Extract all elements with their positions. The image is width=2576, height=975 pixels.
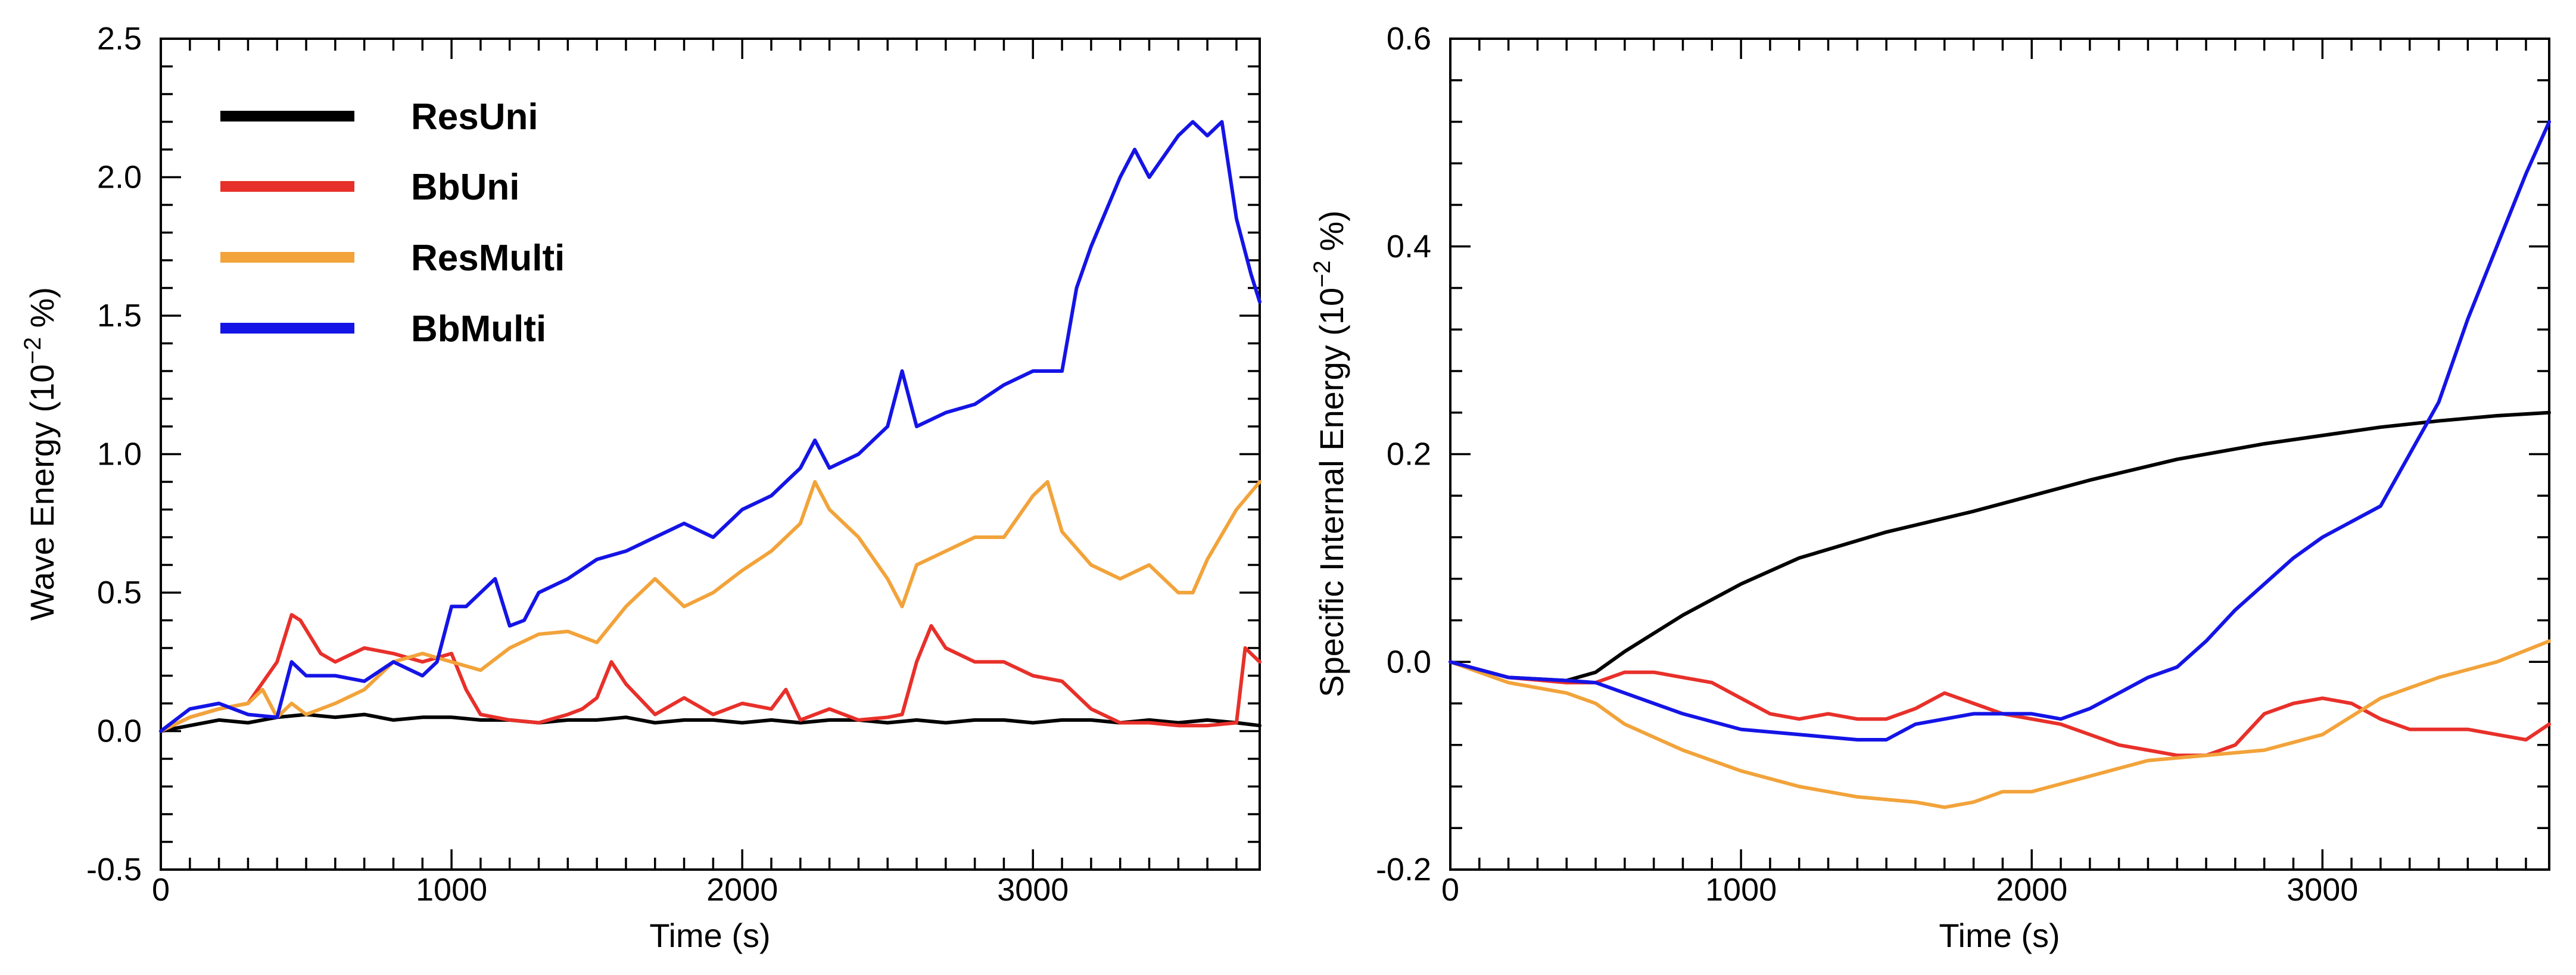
y-tick-label: 0.2 xyxy=(1387,437,1431,472)
x-tick-label: 0 xyxy=(152,872,170,908)
series-line-bbuni xyxy=(159,613,1261,733)
x-tick-label: 2000 xyxy=(1996,872,2067,908)
series-line-resuni xyxy=(159,712,1261,733)
y-tick-label: 1.0 xyxy=(97,437,142,472)
tick-marks-right xyxy=(1449,38,2549,871)
legend-label-resmulti: ResMulti xyxy=(411,238,565,279)
legend: ResUni BbUni ResMulti BbMulti xyxy=(220,96,565,350)
y-tick-label: 0.5 xyxy=(97,575,142,610)
x-tick-label: 1000 xyxy=(1705,872,1777,908)
series-line-resmulti xyxy=(1449,639,2551,809)
y-tick-label: 0.0 xyxy=(1387,644,1431,680)
x-tick-label: 1000 xyxy=(416,872,487,908)
y-axis-title-right-main: Specific Internal Energy (10 xyxy=(1313,288,1350,697)
y-axis-title-left-main: Wave Energy (10 xyxy=(23,365,61,621)
x-tick-label: 2000 xyxy=(706,872,778,908)
y-tick-label: 2.5 xyxy=(97,21,142,57)
series-lines-left xyxy=(159,120,1261,733)
tick-labels-right: 0 1000 2000 3000 -0.2 0.0 0.2 0.4 0.6 xyxy=(1376,21,2358,908)
plot-frame-left xyxy=(160,38,1261,871)
legend-label-bbuni: BbUni xyxy=(411,167,520,208)
x-axis-title-left: Time (s) xyxy=(649,917,770,954)
y-tick-label: 0.4 xyxy=(1387,229,1431,264)
series-line-resuni xyxy=(1449,410,2551,683)
y-tick-label: 1.5 xyxy=(97,298,142,334)
y-tick-label: -0.2 xyxy=(1376,852,1431,887)
y-axis-title-left-tail: %) xyxy=(23,287,61,337)
internal-energy-chart: 0 1000 2000 3000 -0.2 0.0 0.2 0.4 0.6 Time (s) S… xyxy=(1309,21,2551,954)
x-tick-label: 0 xyxy=(1441,872,1459,908)
series-line-bbmulti xyxy=(159,120,1261,733)
x-tick-label: 3000 xyxy=(2287,872,2358,908)
y-axis-title-right-tail: %) xyxy=(1313,210,1350,260)
y-axis-title-right: Specific Internal Energy (10−2 %) xyxy=(1309,210,1350,697)
legend-label-bbmulti: BbMulti xyxy=(411,309,546,350)
legend-label-resuni: ResUni xyxy=(411,96,538,138)
plot-frame-right xyxy=(1449,38,2550,871)
y-tick-label: 2.0 xyxy=(97,160,142,195)
x-axis-title-right: Time (s) xyxy=(1939,917,2060,954)
y-tick-label: 0.0 xyxy=(97,714,142,749)
y-axis-title-right-sup: −2 xyxy=(1309,260,1335,288)
series-lines-right xyxy=(1449,120,2551,809)
tick-marks-left xyxy=(160,38,1260,871)
y-axis-title-left-sup: −2 xyxy=(20,337,46,365)
y-tick-label: 0.6 xyxy=(1387,21,1431,57)
series-line-bbuni xyxy=(1449,660,2551,758)
series-line-resmulti xyxy=(159,480,1261,733)
series-line-bbmulti xyxy=(1449,120,2551,742)
y-tick-label: -0.5 xyxy=(86,852,142,887)
wave-energy-chart: 0 1000 2000 3000 -0.5 0.0 0.5 1.0 1.5 2.0 2.5 Time… xyxy=(20,21,1261,954)
tick-labels-left: 0 1000 2000 3000 -0.5 0.0 0.5 1.0 1.5 2.0 2.5 xyxy=(86,21,1069,908)
y-axis-title-left: Wave Energy (10−2 %) xyxy=(20,287,61,621)
x-tick-label: 3000 xyxy=(997,872,1069,908)
